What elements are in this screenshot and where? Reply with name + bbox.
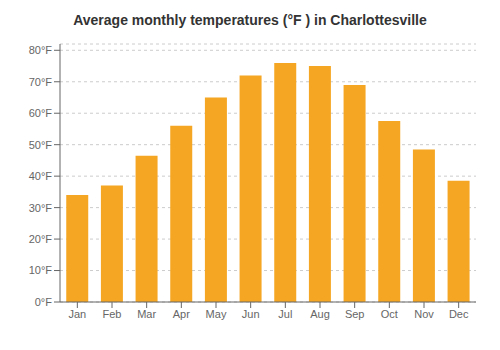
svg-text:Aug: Aug — [310, 308, 330, 320]
svg-text:Dec: Dec — [449, 308, 469, 320]
svg-text:70°F: 70°F — [29, 76, 53, 88]
svg-text:60°F: 60°F — [29, 107, 53, 119]
svg-text:50°F: 50°F — [29, 139, 53, 151]
svg-text:Feb: Feb — [103, 308, 122, 320]
svg-text:Oct: Oct — [381, 308, 398, 320]
svg-text:40°F: 40°F — [29, 170, 53, 182]
svg-text:Mar: Mar — [137, 308, 156, 320]
svg-text:80°F: 80°F — [29, 44, 53, 56]
html-text:Average monthly temperatures (: Average monthly temperatures (°F ) in Ch… — [73, 12, 427, 28]
svg-text:Jul: Jul — [278, 308, 292, 320]
svg-text:Nov: Nov — [414, 308, 434, 320]
svg-text:Jan: Jan — [68, 308, 86, 320]
svg-text:0°F: 0°F — [35, 296, 53, 308]
svg-text:May: May — [206, 308, 227, 320]
svg-text:Jun: Jun — [242, 308, 260, 320]
svg-text:Apr: Apr — [173, 308, 190, 320]
svg-text:30°F: 30°F — [29, 202, 53, 214]
svg-text:Sep: Sep — [345, 308, 365, 320]
svg-text:10°F: 10°F — [29, 264, 53, 276]
svg-text:20°F: 20°F — [29, 233, 53, 245]
